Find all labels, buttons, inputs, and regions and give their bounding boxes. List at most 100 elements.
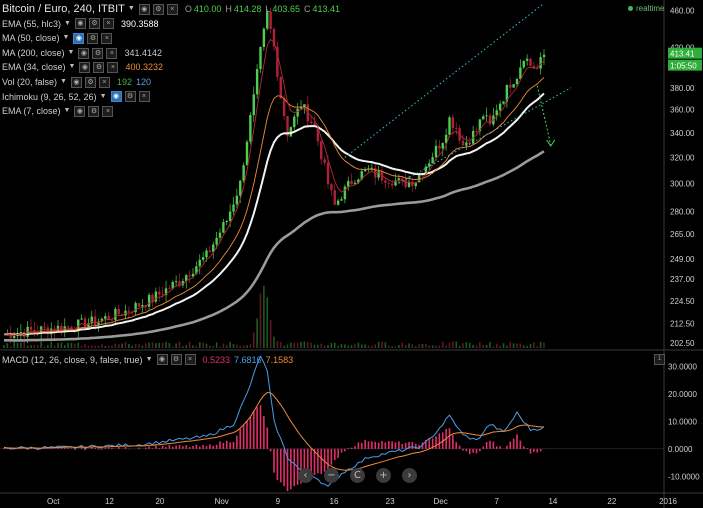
indicator-label[interactable]: Ichimoku (9, 26, 52, 26) xyxy=(2,91,97,102)
indicator-label[interactable]: EMA (34, close) xyxy=(2,62,66,73)
volume-bar xyxy=(539,341,542,348)
macd-title[interactable]: MACD (12, 26, close, 9, false, true) xyxy=(2,354,143,365)
eye-icon[interactable]: ◉ xyxy=(138,3,150,15)
settings-icon[interactable]: ⚙ xyxy=(124,91,136,103)
zoom-in-button[interactable]: + xyxy=(376,468,391,483)
price-tick-label: 237.00 xyxy=(670,275,695,284)
close-icon[interactable]: × xyxy=(184,354,196,365)
pane-toggle-button[interactable]: 1 xyxy=(654,354,665,365)
macd-histogram-bar xyxy=(138,447,140,449)
macd-line-value: 7.6816 xyxy=(234,354,262,365)
close-icon[interactable]: × xyxy=(166,3,178,15)
macd-histogram-bar xyxy=(333,448,336,461)
close-icon[interactable]: × xyxy=(102,18,114,30)
candle-body xyxy=(137,303,141,307)
settings-icon[interactable]: ⚙ xyxy=(87,32,99,44)
volume-bar xyxy=(391,346,393,348)
price-tick-label: 460.00 xyxy=(670,6,695,15)
macd-tick-label: 30.0000 xyxy=(668,362,697,371)
caret-down-icon[interactable]: ▼ xyxy=(145,356,153,363)
volume-bar xyxy=(475,345,478,348)
caret-down-icon[interactable]: ▼ xyxy=(62,34,70,42)
indicator-label[interactable]: Vol (20, false) xyxy=(2,76,58,87)
close-icon[interactable]: × xyxy=(98,76,110,88)
price-tick-label: 300.00 xyxy=(670,180,695,189)
macd-histogram-bar xyxy=(263,416,265,449)
eye-icon[interactable]: ◉ xyxy=(110,91,122,103)
macd-histogram-bar xyxy=(354,446,356,449)
eye-icon[interactable]: ◉ xyxy=(70,76,82,88)
caret-down-icon[interactable]: ▼ xyxy=(127,5,135,12)
macd-signal-value: 7.1583 xyxy=(265,354,294,365)
settings-icon[interactable]: ⚙ xyxy=(88,105,100,117)
time-tick-label: 12 xyxy=(105,497,114,506)
close-icon[interactable]: × xyxy=(102,105,114,117)
zoom-out-button[interactable]: − xyxy=(324,468,339,483)
close-icon[interactable]: × xyxy=(107,62,119,74)
caret-down-icon[interactable]: ▼ xyxy=(60,77,67,85)
candle-body xyxy=(279,76,282,99)
volume-bar xyxy=(209,346,211,348)
macd-histogram-bar xyxy=(384,442,387,449)
volume-bar xyxy=(509,341,512,348)
eye-icon[interactable]: ◉ xyxy=(79,62,91,74)
volume-bar xyxy=(333,342,336,348)
macd-histogram-bar xyxy=(539,448,542,452)
indicator-label[interactable]: EMA (7, close) xyxy=(2,106,61,117)
candle-body xyxy=(262,28,266,47)
macd-histogram-bar xyxy=(185,445,188,449)
volume-bar xyxy=(158,342,161,348)
settings-icon[interactable]: ⚙ xyxy=(152,3,164,15)
legend-indicator-row: Vol (20, false) ▼ ◉ ⚙ × 192 120 xyxy=(2,75,340,90)
symbol-title[interactable]: Bitcoin / Euro, 240, ITBIT xyxy=(2,3,125,15)
settings-icon[interactable]: ⚙ xyxy=(92,47,104,59)
volume-bar xyxy=(279,341,282,348)
candle-body xyxy=(444,134,448,144)
indicator-label[interactable]: MA (50, close) xyxy=(2,33,60,44)
eye-icon[interactable]: ◉ xyxy=(73,32,85,44)
eye-icon[interactable]: ◉ xyxy=(78,47,90,59)
volume-bar xyxy=(50,341,53,348)
scroll-right-button[interactable]: › xyxy=(402,468,417,483)
candle-body xyxy=(104,316,107,319)
eye-icon[interactable]: ◉ xyxy=(74,105,86,117)
ema-55-line xyxy=(3,92,545,336)
volume-bar xyxy=(23,342,26,348)
settings-icon[interactable]: ⚙ xyxy=(170,354,182,365)
macd-histogram-bar xyxy=(175,445,177,449)
candle-body xyxy=(347,180,350,187)
close-icon[interactable]: × xyxy=(106,47,118,59)
settings-icon[interactable]: ⚙ xyxy=(93,62,105,74)
close-icon[interactable]: × xyxy=(101,32,113,44)
candle-body xyxy=(242,165,245,181)
candle-body xyxy=(475,131,478,132)
eye-icon[interactable]: ◉ xyxy=(156,354,168,365)
candle-body xyxy=(303,104,306,107)
volume-bar xyxy=(20,342,22,348)
eye-icon[interactable]: ◉ xyxy=(74,18,86,30)
scroll-left-button[interactable]: ‹ xyxy=(298,468,313,483)
candle-body xyxy=(168,288,171,290)
reset-chart-button[interactable]: C xyxy=(350,468,365,483)
settings-icon[interactable]: ⚙ xyxy=(84,76,96,88)
indicator-label[interactable]: MA (200, close) xyxy=(2,47,65,58)
caret-down-icon[interactable]: ▼ xyxy=(99,92,107,100)
price-tick-label: 212.50 xyxy=(670,319,695,328)
volume-bar xyxy=(286,344,289,348)
legend-indicator-row: EMA (34, close) ▼ ◉ ⚙ × 400.3232 xyxy=(2,60,340,75)
time-tick-label: Dec xyxy=(434,497,448,506)
caret-down-icon[interactable]: ▼ xyxy=(64,19,71,27)
candle-body xyxy=(269,11,272,30)
candle-body xyxy=(313,122,316,126)
caret-down-icon[interactable]: ▼ xyxy=(67,48,75,56)
settings-icon[interactable]: ⚙ xyxy=(88,18,100,30)
price-tick-label: 224.50 xyxy=(670,297,695,306)
close-icon[interactable]: × xyxy=(138,91,150,103)
macd-histogram-bar xyxy=(441,432,444,449)
indicator-label[interactable]: EMA (55, hlc3) xyxy=(2,18,62,29)
caret-down-icon[interactable]: ▼ xyxy=(63,107,71,115)
caret-down-icon[interactable]: ▼ xyxy=(68,63,76,71)
volume-bar xyxy=(134,343,137,348)
